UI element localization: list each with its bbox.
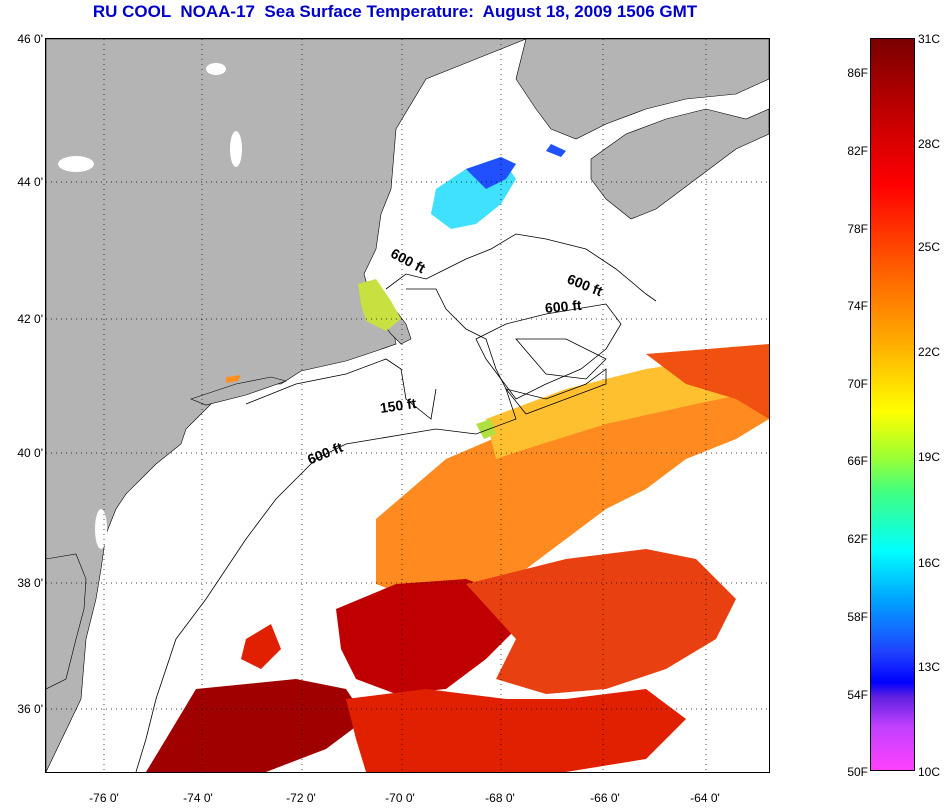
lon-tick-64: -64 0' <box>690 791 720 805</box>
colorbar-f-86: 86F <box>847 66 868 80</box>
contour-label-600ft-c: 600 ft <box>544 296 583 316</box>
lat-tick-40: 40 0' <box>17 446 43 460</box>
lat-tick-46: 46 0' <box>17 32 43 46</box>
colorbar-f-78: 78F <box>847 222 868 236</box>
colorbar-f-74: 74F <box>847 299 868 313</box>
lat-tick-36: 36 0' <box>17 702 43 716</box>
temperature-colorbar <box>870 38 915 771</box>
colorbar-f-54: 54F <box>847 688 868 702</box>
sst-map-canvas <box>46 39 769 772</box>
sst-data <box>146 144 769 772</box>
colorbar-f-82: 82F <box>847 144 868 158</box>
colorbar-c-25: 25C <box>918 240 941 254</box>
lat-tick-44: 44 0' <box>17 175 43 189</box>
depth-contours <box>135 233 657 772</box>
colorbar-f-62: 62F <box>847 532 868 546</box>
lon-tick-68: -68 0' <box>485 791 515 805</box>
colorbar-c-22: 22C <box>918 345 941 359</box>
colorbar-c-31: 31C <box>918 32 941 46</box>
lon-tick-76: -76 0' <box>89 791 119 805</box>
sst-map <box>45 38 770 773</box>
colorbar-c-16: 16C <box>918 556 941 570</box>
colorbar-f-58: 58F <box>847 610 868 624</box>
lat-tick-42: 42 0' <box>17 312 43 326</box>
lon-tick-70: -70 0' <box>385 791 415 805</box>
lon-tick-72: -72 0' <box>286 791 316 805</box>
lat-tick-38: 38 0' <box>17 576 43 590</box>
lon-tick-74: -74 0' <box>183 791 213 805</box>
colorbar-c-19: 19C <box>918 450 941 464</box>
colorbar-f-70: 70F <box>847 377 868 391</box>
map-title: RU COOL NOAA-17 Sea Surface Temperature:… <box>92 2 698 21</box>
graticule <box>46 39 769 772</box>
colorbar-f-50: 50F <box>847 765 868 779</box>
colorbar-c-13: 13C <box>918 660 941 674</box>
lon-tick-66: -66 0' <box>590 791 620 805</box>
colorbar-f-66: 66F <box>847 454 868 468</box>
colorbar-c-28: 28C <box>918 137 941 151</box>
colorbar-c-10: 10C <box>918 765 941 779</box>
